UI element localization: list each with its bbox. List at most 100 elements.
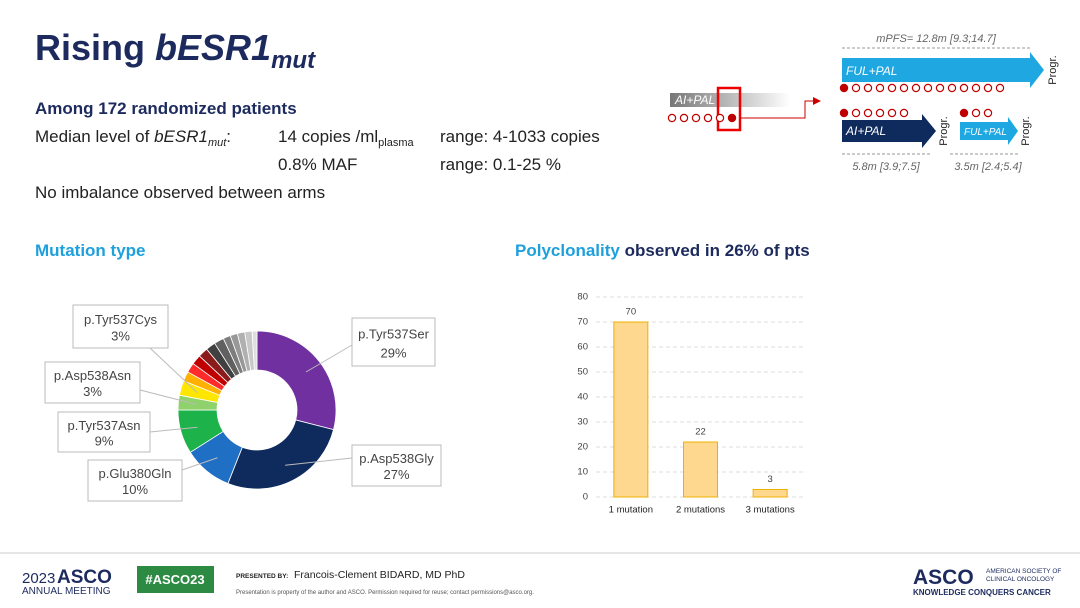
title-sub: mut [271, 47, 316, 74]
dot [947, 83, 957, 93]
callout-value: 10% [122, 482, 148, 497]
dot [875, 83, 885, 93]
y-tick-label: 50 [577, 367, 588, 378]
bar [683, 441, 718, 498]
bar [752, 489, 788, 498]
dot [875, 108, 885, 118]
y-tick-label: 40 [577, 392, 588, 403]
median-label: Median level of bESR1mut: [35, 127, 231, 149]
leader-line [181, 457, 218, 471]
arrow-label: AI+PAL [674, 93, 715, 107]
pfs: 3.5m [2.4;5.4] [954, 161, 1022, 173]
dots [667, 83, 1005, 123]
presenter: Francois-Clement BIDARD, MD PhD [294, 569, 465, 581]
dot [959, 108, 969, 118]
progr: Progr. [1047, 55, 1059, 84]
dot [851, 108, 861, 118]
dot [863, 108, 873, 118]
text: bESR1 [154, 127, 208, 146]
dot [863, 83, 873, 93]
society: CLINICAL ONCOLOGY [986, 576, 1055, 583]
society: AMERICAN SOCIETY OF [986, 568, 1061, 575]
callout-label: p.Tyr537Asn [68, 418, 141, 433]
section-heading: Polyclonality observed in 26% of pts [515, 241, 810, 260]
leader-line [149, 426, 198, 433]
progr: Progr. [938, 116, 950, 145]
callout-box [87, 459, 183, 502]
data-label: 3 [768, 474, 773, 485]
dot [679, 113, 689, 123]
y-tick-label: 80 [577, 292, 588, 303]
dot [983, 108, 993, 118]
dot [887, 108, 897, 118]
pfs: 5.8m [3.9;7.5] [852, 161, 920, 173]
callout-box [72, 304, 169, 349]
bar [670, 93, 790, 107]
presented-by: PRESENTED BY: [236, 573, 288, 580]
callout-value: 3% [83, 384, 102, 399]
callout-value: 29% [380, 345, 406, 360]
callout-value: 27% [383, 467, 409, 482]
callout-label: p.Tyr537Cys [84, 312, 157, 327]
title: Rising bESR1mut [35, 27, 316, 74]
dot [703, 113, 713, 123]
dot [923, 83, 933, 93]
callout-label: p.Asp538Gly [359, 451, 434, 466]
x-tick-label: 1 mutation [609, 505, 653, 516]
dot [911, 83, 921, 93]
dot [839, 83, 849, 93]
progr: Progr. [1020, 116, 1032, 145]
notice: Presentation is property of the author a… [236, 590, 534, 596]
text: plasma [378, 137, 414, 149]
arrow [960, 117, 1018, 145]
dot [851, 83, 861, 93]
mpfs: mPFS= 12.8m [9.3;14.7] [876, 33, 996, 45]
text: : [226, 127, 231, 146]
text: Median level of [35, 127, 154, 146]
highlight [716, 86, 742, 132]
dot [971, 108, 981, 118]
x-tick-label: 3 mutations [746, 505, 795, 516]
bar [613, 321, 649, 498]
y-tick-label: 10 [577, 467, 588, 478]
hashtag-box [137, 566, 214, 593]
text: Polyclonality [515, 241, 620, 260]
dot [971, 83, 981, 93]
arrow-label: AI+PAL [845, 124, 886, 138]
maf: 0.8% MAF [278, 155, 357, 174]
footer-year: 2023 [22, 570, 55, 587]
leader-line [139, 389, 196, 405]
y-tick-label: 0 [583, 492, 588, 503]
arrow-label: FUL+PAL [964, 127, 1007, 138]
arrow-label: FUL+PAL [846, 64, 897, 78]
y-tick-label: 60 [577, 342, 588, 353]
text: observed in 26% of pts [620, 241, 810, 260]
dot [727, 113, 737, 123]
callout-label: p.Glu380Gln [99, 466, 172, 481]
copies-range: range: 4-1033 copies [440, 127, 600, 146]
dot [995, 83, 1005, 93]
callout-box [57, 411, 151, 453]
arrow [842, 52, 1044, 88]
connector [740, 100, 815, 119]
y-tick-label: 70 [577, 317, 588, 328]
copies: 14 copies /mlplasma [278, 127, 415, 149]
text: 14 copies /ml [278, 127, 378, 146]
text: mut [208, 137, 227, 149]
dot [715, 113, 725, 123]
y-tick-label: 20 [577, 442, 588, 453]
callout-value: 3% [111, 329, 130, 344]
dot [887, 83, 897, 93]
dot [959, 83, 969, 93]
y-tick-label: 30 [577, 417, 588, 428]
leader-line [285, 457, 353, 466]
callout-value: 9% [95, 433, 114, 448]
dot [839, 108, 849, 118]
donut-slice [227, 419, 335, 490]
leader-line [149, 347, 198, 394]
hashtag: #ASCO23 [145, 572, 204, 587]
maf-range: range: 0.1-25 % [440, 155, 561, 174]
